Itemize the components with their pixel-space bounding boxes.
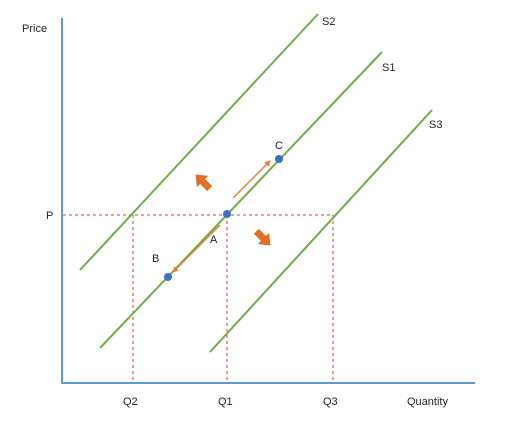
guide-lines	[63, 214, 334, 383]
quantity-tick-q3: Q3	[323, 396, 338, 408]
arrow-a-to-b	[172, 224, 221, 273]
supply-curve-s3	[209, 109, 433, 353]
x-axis-label: Quantity	[407, 396, 448, 408]
quantity-tick-q2: Q2	[123, 396, 138, 408]
point-b-marker	[164, 273, 172, 281]
supply-curves	[79, 13, 433, 353]
price-p-label: P	[46, 210, 53, 222]
curve-label-s2: S2	[322, 16, 335, 28]
y-axis-label: Price	[22, 23, 47, 35]
arrow-a-to-c	[232, 160, 271, 199]
point-c-marker	[275, 155, 283, 163]
shift-right-arrow	[253, 228, 271, 246]
supply-curve-s2	[79, 13, 319, 271]
supply-curve-s1	[99, 51, 383, 349]
curve-label-s3: S3	[429, 119, 442, 131]
quantity-tick-q1: Q1	[218, 396, 233, 408]
shift-left-arrow	[195, 174, 213, 192]
point-label-a: A	[210, 234, 218, 246]
point-label-c: C	[275, 140, 283, 152]
point-a-marker	[223, 210, 231, 218]
point-label-b: B	[152, 253, 159, 265]
curve-label-s1: S1	[382, 62, 395, 74]
